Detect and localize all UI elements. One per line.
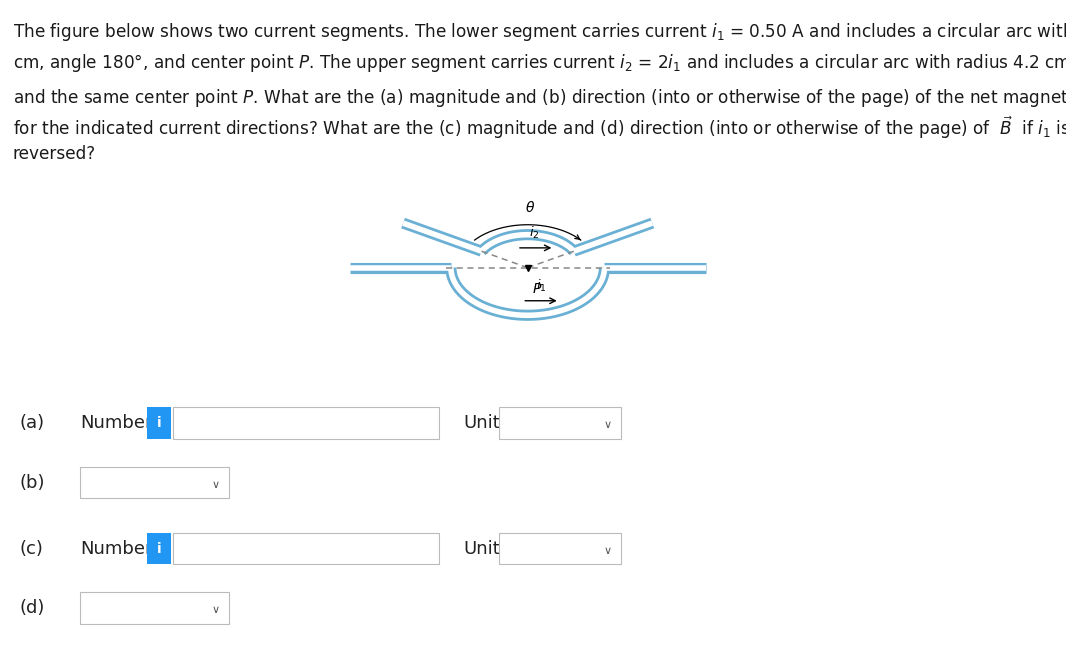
Text: reversed?: reversed?: [13, 145, 96, 163]
Text: $i_2$: $i_2$: [529, 225, 539, 241]
Text: i: i: [157, 541, 161, 556]
FancyBboxPatch shape: [147, 407, 171, 439]
FancyBboxPatch shape: [80, 467, 229, 498]
Text: ∨: ∨: [211, 605, 220, 615]
Text: i: i: [157, 416, 161, 430]
Text: for the indicated current directions? What are the (c) magnitude and (d) directi: for the indicated current directions? Wh…: [13, 114, 1066, 141]
Text: Number: Number: [80, 414, 152, 432]
Text: ∨: ∨: [603, 545, 612, 556]
Text: $P$: $P$: [532, 282, 543, 296]
Text: (b): (b): [19, 473, 45, 492]
Text: cm, angle 180°, and center point $P$. The upper segment carries current $i_2$ = : cm, angle 180°, and center point $P$. Th…: [13, 52, 1066, 74]
Text: (c): (c): [19, 539, 43, 558]
Text: (a): (a): [19, 414, 45, 432]
Text: $i_1$: $i_1$: [536, 278, 547, 294]
FancyBboxPatch shape: [499, 407, 621, 439]
Text: (d): (d): [19, 599, 45, 617]
FancyBboxPatch shape: [499, 533, 621, 564]
FancyBboxPatch shape: [173, 407, 439, 439]
Text: Number: Number: [80, 539, 152, 558]
Text: ∨: ∨: [211, 479, 220, 490]
Text: ∨: ∨: [603, 420, 612, 430]
Text: Units: Units: [464, 414, 510, 432]
FancyBboxPatch shape: [80, 592, 229, 624]
Text: and the same center point $P$. What are the (a) magnitude and (b) direction (int: and the same center point $P$. What are …: [13, 83, 1066, 110]
FancyBboxPatch shape: [173, 533, 439, 564]
Text: Units: Units: [464, 539, 510, 558]
Text: $\theta$: $\theta$: [524, 200, 535, 215]
FancyBboxPatch shape: [147, 533, 171, 564]
Text: The figure below shows two current segments. The lower segment carries current $: The figure below shows two current segme…: [13, 21, 1066, 43]
